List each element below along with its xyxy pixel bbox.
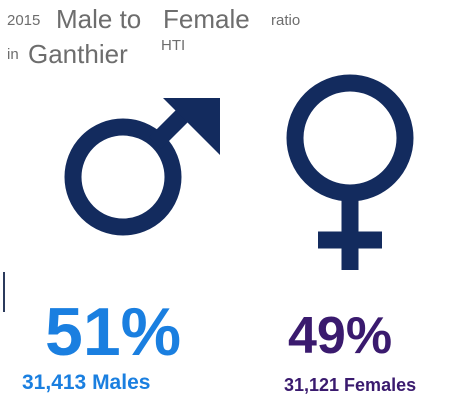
- male-symbol-icon: [64, 98, 220, 236]
- title-female: Female: [163, 4, 250, 34]
- female-percent: 49%: [288, 307, 393, 365]
- left-divider: [3, 272, 5, 312]
- male-count: 31,413 Males: [22, 371, 151, 394]
- title-year: 2015: [7, 12, 41, 29]
- male-percent: 51%: [45, 294, 182, 370]
- title-country: HTI: [161, 37, 186, 54]
- title-in: in: [7, 46, 19, 63]
- female-count: 31,121 Females: [284, 375, 417, 395]
- title-place: Ganthier: [28, 39, 128, 69]
- female-symbol-icon: [286, 74, 414, 270]
- title-ratio: ratio: [271, 12, 301, 29]
- title-male-to: Male to: [56, 4, 142, 34]
